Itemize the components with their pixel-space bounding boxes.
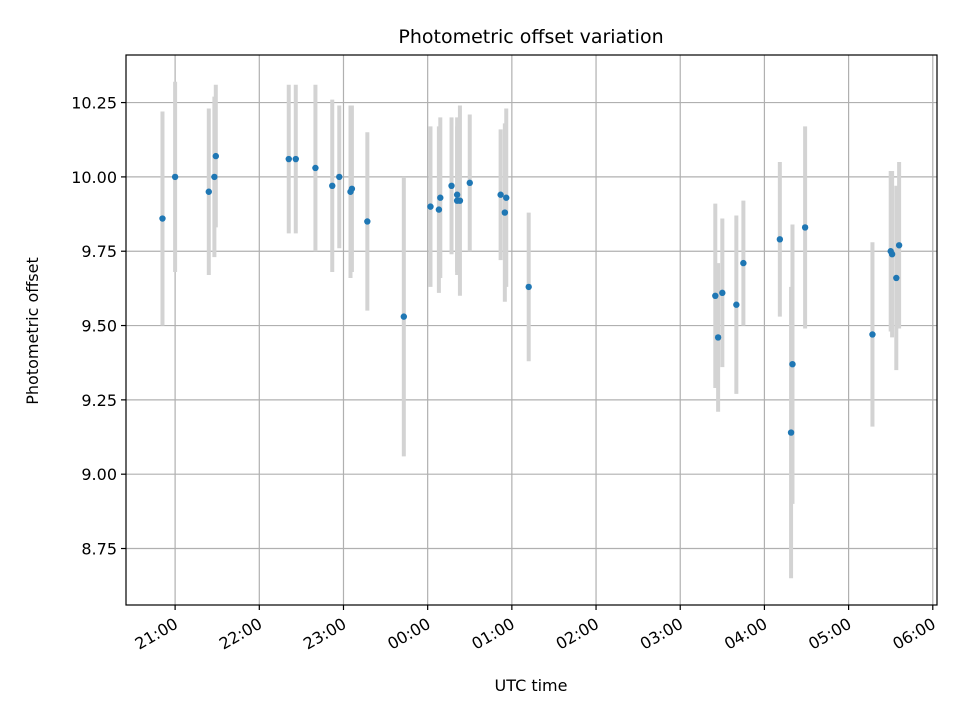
data-point — [895, 242, 903, 249]
plot-frame — [125, 54, 938, 606]
data-point — [789, 360, 796, 368]
data-point — [437, 194, 444, 201]
y-tick-label: 10.00 — [71, 168, 117, 187]
data-point — [159, 215, 166, 222]
grid — [126, 55, 937, 605]
data-point — [211, 173, 218, 181]
data-point — [714, 334, 722, 341]
y-tick-label: 10.25 — [71, 94, 117, 113]
data-point — [893, 274, 900, 282]
data-point — [205, 188, 212, 195]
data-point — [348, 185, 356, 192]
data-point — [292, 155, 299, 163]
data-point — [525, 283, 532, 291]
data-point — [740, 259, 747, 267]
y-tick-label: 9.75 — [81, 242, 117, 261]
data-point — [456, 197, 464, 204]
x-axis-label: UTC time — [495, 676, 568, 695]
y-axis-ticks: 8.75 9.00 9.25 9.50 9.75 10.00 10.25 — [71, 94, 126, 559]
data-point — [212, 152, 219, 160]
data-point — [285, 155, 292, 163]
y-tick-label: 9.00 — [81, 465, 117, 484]
data-point — [776, 236, 784, 243]
data-point — [435, 206, 443, 213]
data-point — [787, 429, 795, 436]
data-point — [171, 173, 179, 181]
y-axis-label: Photometric offset — [23, 257, 42, 405]
data-point — [329, 182, 336, 190]
y-tick-label: 9.50 — [81, 317, 117, 336]
data-point — [712, 292, 719, 300]
data-points — [159, 152, 903, 436]
chart-title: Photometric offset variation — [398, 26, 663, 48]
data-point — [719, 289, 726, 297]
data-point — [501, 209, 509, 216]
data-point — [888, 250, 896, 258]
data-point — [801, 224, 809, 231]
data-point — [733, 301, 740, 308]
data-point — [312, 164, 319, 172]
data-point — [427, 203, 434, 210]
data-point — [497, 191, 504, 198]
data-point — [869, 331, 876, 338]
data-point — [400, 313, 408, 320]
data-point — [364, 218, 371, 225]
data-point — [453, 191, 461, 198]
y-tick-label: 9.25 — [81, 391, 117, 410]
data-point — [448, 182, 455, 190]
y-tick-label: 8.75 — [81, 540, 117, 559]
data-point — [336, 173, 343, 181]
data-point — [503, 194, 510, 201]
data-point — [466, 179, 473, 187]
